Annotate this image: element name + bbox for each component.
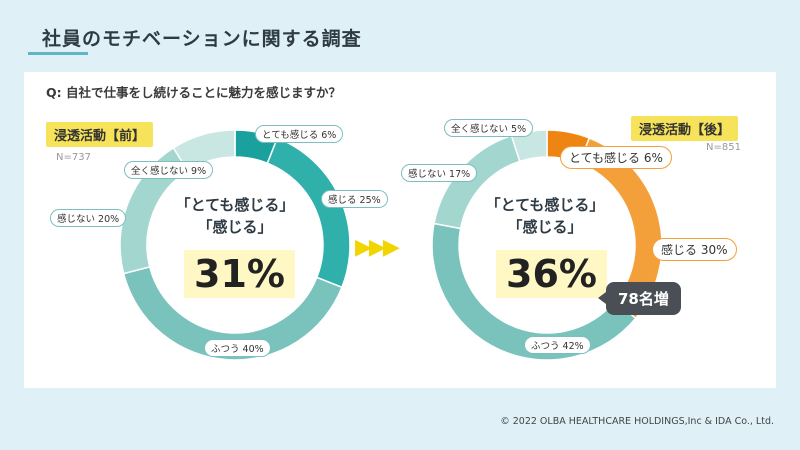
before-n-label: N=737 xyxy=(56,152,91,163)
after-n-label: N=851 xyxy=(706,142,741,153)
increase-badge: 78名増 xyxy=(598,282,681,315)
before-center-percent: 31% xyxy=(184,250,295,298)
before-center-line2: 「感じる」 xyxy=(197,218,273,236)
before-label-neutral: ふつう 40% xyxy=(204,339,271,357)
question-text: Q: 自社で仕事をし続けることに魅力を感じますか？ xyxy=(46,85,341,100)
before-label-notfeel: 感じない 20% xyxy=(50,209,127,227)
before-label-notatall: 全く感じない 9% xyxy=(124,161,214,179)
after-label-notfeel: 感じない 17% xyxy=(401,164,478,182)
before-tag: 浸透活動【前】 xyxy=(46,122,154,147)
after-center-percent: 36% xyxy=(496,250,607,298)
transition-arrows: ▶▶▶ xyxy=(355,235,400,260)
before-center-line1: 「とても感じる」 xyxy=(175,196,295,214)
after-center-line1: 「とても感じる」 xyxy=(485,196,605,214)
after-center-line2: 「感じる」 xyxy=(507,218,583,236)
page-title: 社員のモチベーションに関する調査 xyxy=(42,28,362,50)
after-label-feel: 感じる 30% xyxy=(652,238,737,261)
after-label-notatall: 全く感じない 5% xyxy=(444,119,534,137)
after-label-very: とても感じる 6% xyxy=(560,146,672,169)
after-tag: 浸透活動【後】 xyxy=(631,116,739,141)
after-label-neutral: ふつう 42% xyxy=(524,336,591,354)
title-underline xyxy=(28,52,88,55)
before-label-very: とても感じる 6% xyxy=(255,125,344,143)
copyright-footer: © 2022 OLBA HEALTHCARE HOLDINGS,Inc & ID… xyxy=(500,416,774,427)
before-label-feel: 感じる 25% xyxy=(321,190,388,208)
